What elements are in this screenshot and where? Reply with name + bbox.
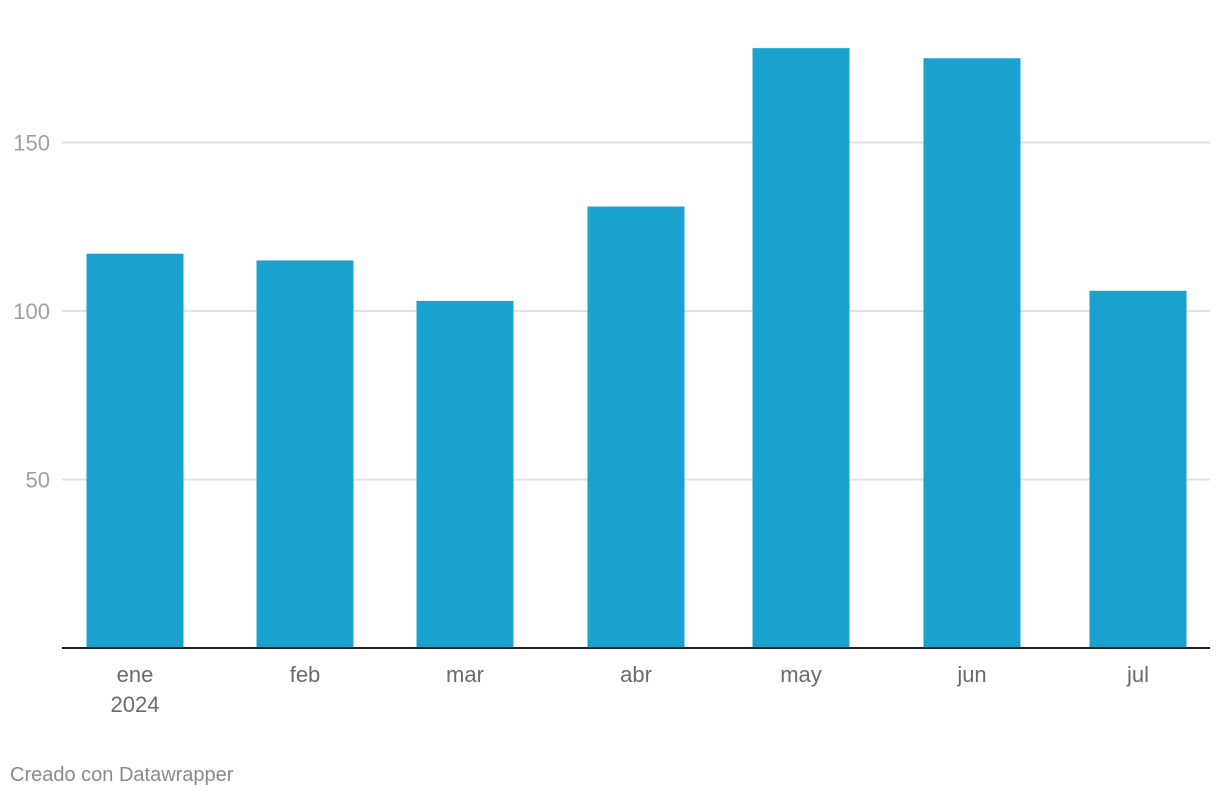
bar-jul <box>1089 290 1187 648</box>
x-axis-ticks: ene 2024 feb mar abr may jun jul <box>111 662 1149 717</box>
bars <box>86 48 1187 648</box>
x-tick-label: abr <box>620 662 652 687</box>
bar-abr <box>587 206 685 648</box>
bar-ene <box>86 253 184 648</box>
x-tick-label: ene <box>117 662 154 687</box>
x-tick-label: jun <box>956 662 986 687</box>
x-tick-sublabel: 2024 <box>111 692 160 717</box>
x-tick-label: mar <box>446 662 484 687</box>
bar-chart: 50 100 150 ene 2024 feb mar abr may jun jul <box>13 48 1210 717</box>
x-tick-label: feb <box>290 662 321 687</box>
y-tick-label: 100 <box>13 299 50 324</box>
y-tick-label: 150 <box>13 131 50 156</box>
bar-feb <box>256 260 354 648</box>
bar-mar <box>416 300 514 648</box>
credit-text: Creado con Datawrapper <box>10 764 234 786</box>
x-tick-label: jul <box>1126 662 1149 687</box>
bar-jun <box>923 58 1021 648</box>
y-axis-ticks: 50 100 150 <box>13 131 50 493</box>
y-tick-label: 50 <box>26 468 50 493</box>
x-tick-label: may <box>780 662 822 687</box>
bar-may <box>752 48 850 648</box>
